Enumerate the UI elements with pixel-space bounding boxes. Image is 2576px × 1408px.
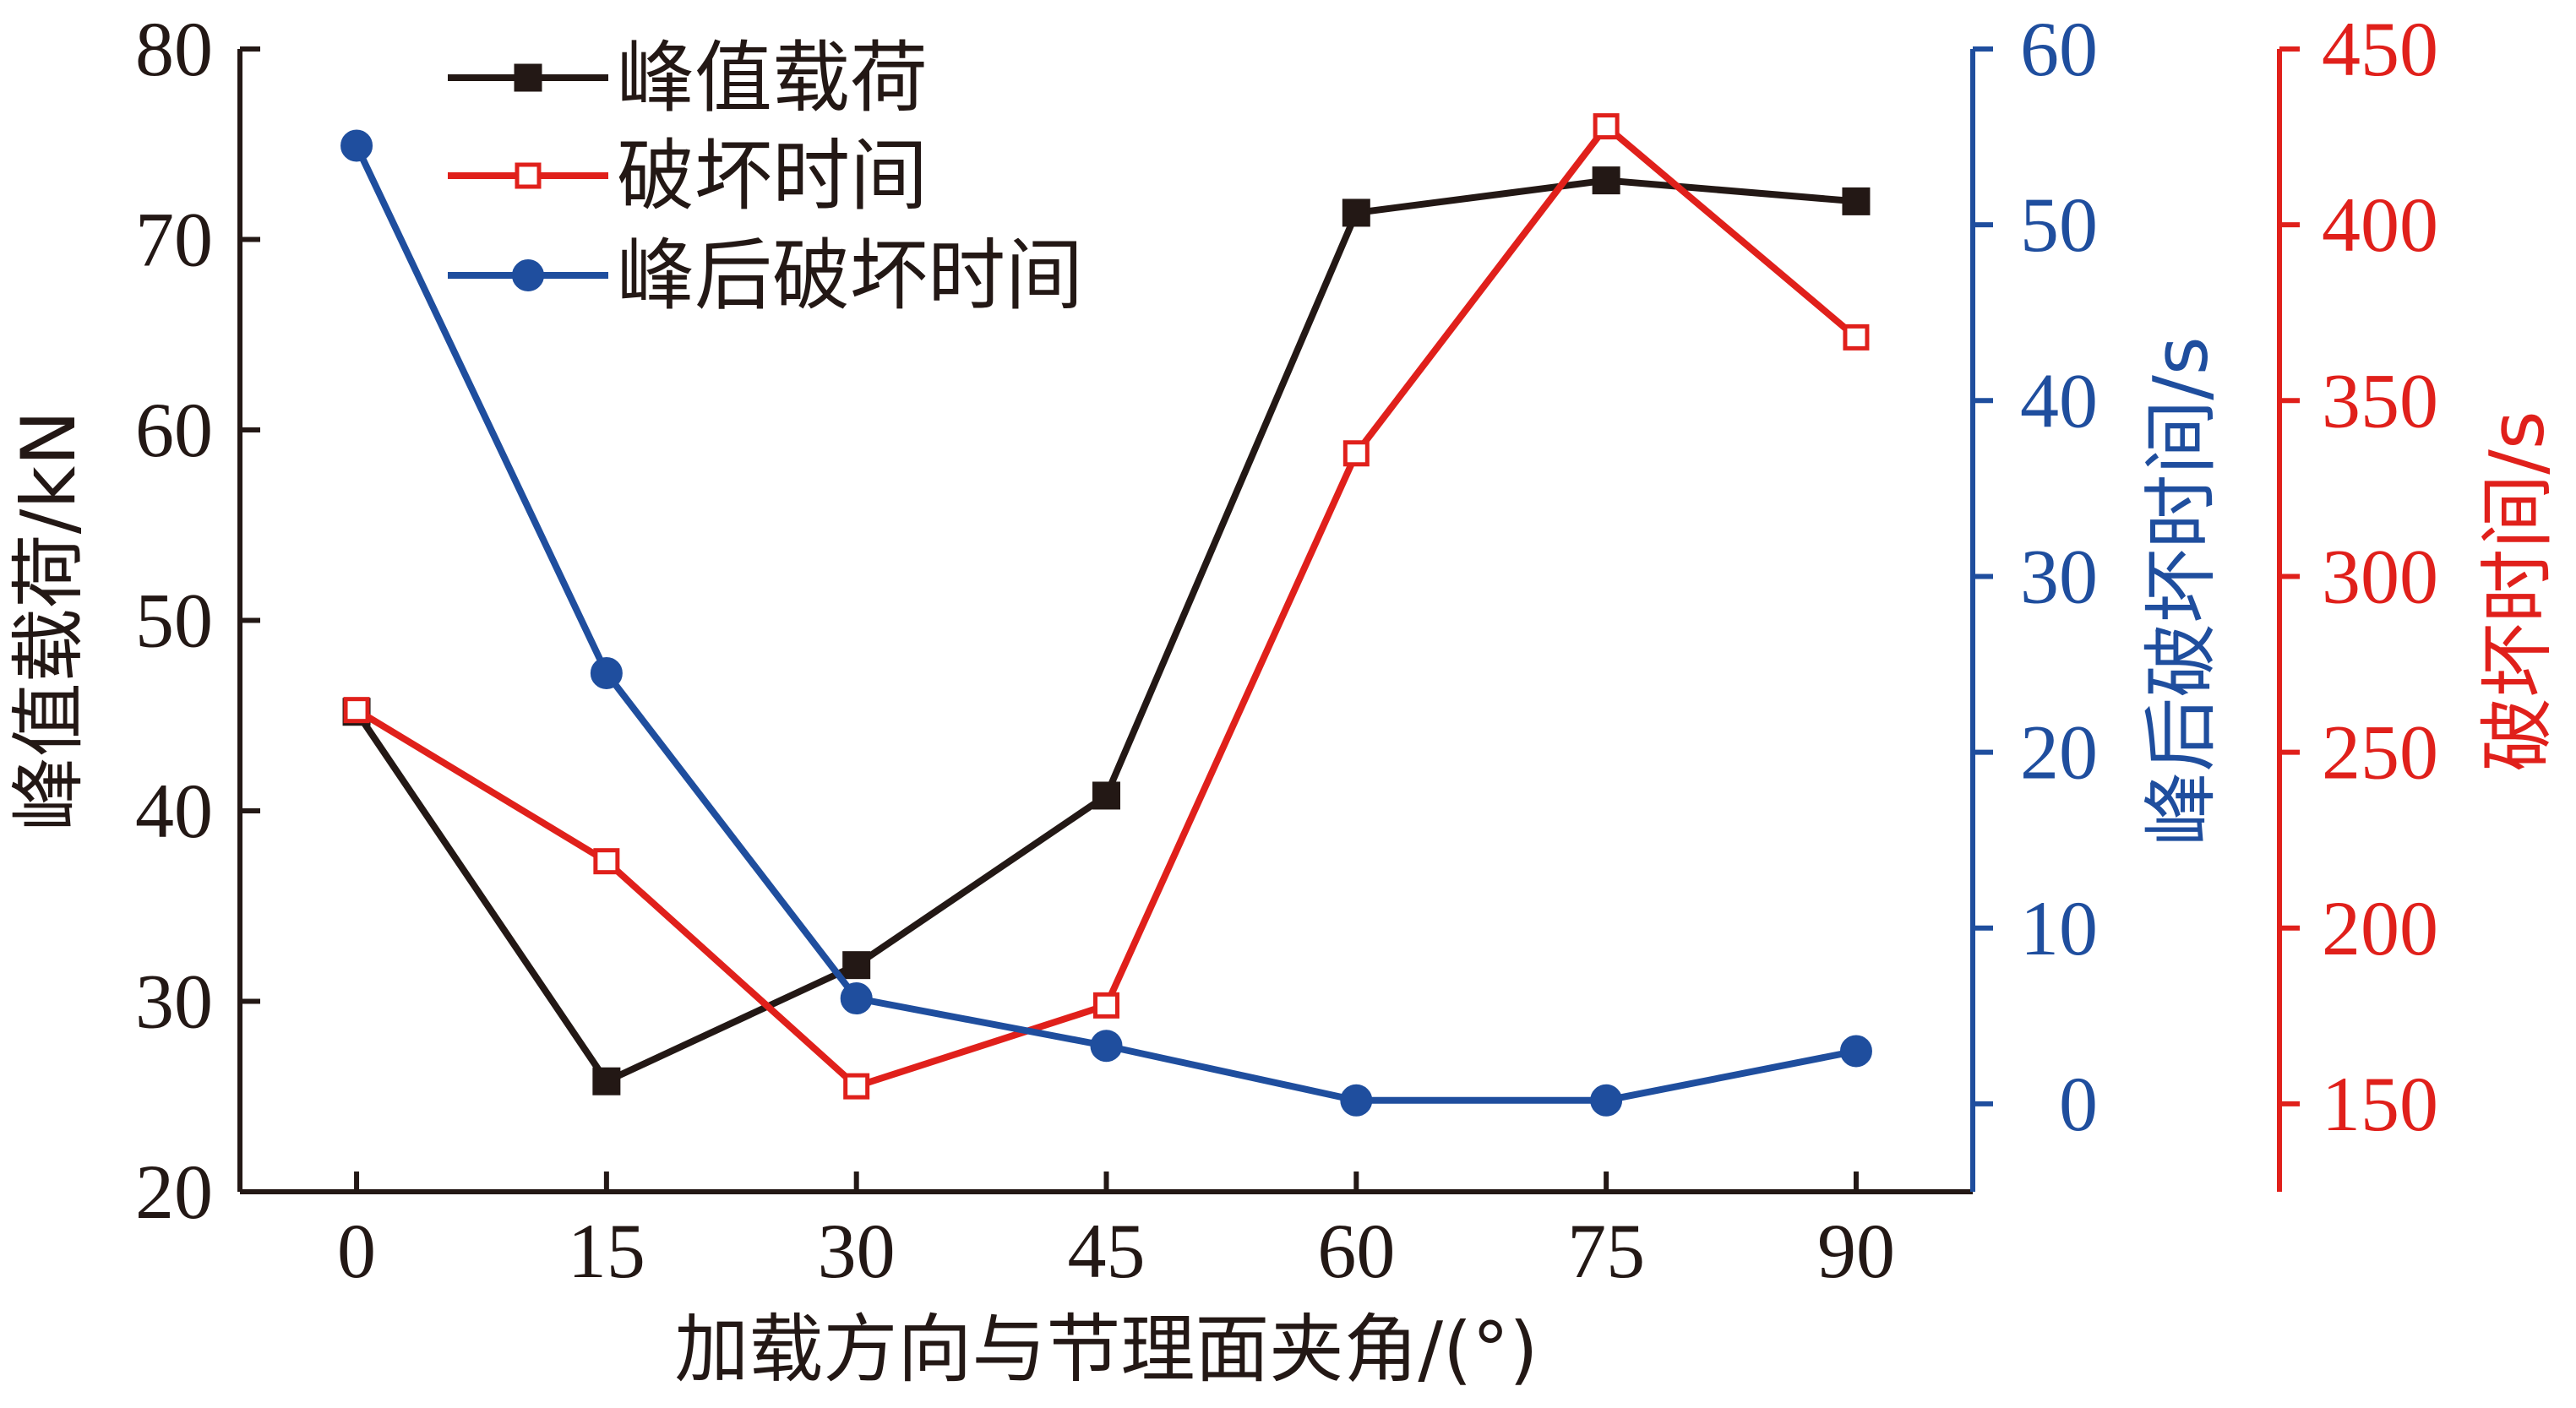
- series-0: [342, 166, 1871, 1095]
- right2-tick-label: 300: [2322, 533, 2438, 619]
- series-line: [354, 121, 1859, 1090]
- left-axis-label: 峰值载荷/kN: [5, 410, 92, 831]
- x-tick-label: 30: [818, 1208, 896, 1294]
- x-tick-label: 60: [1317, 1208, 1395, 1294]
- left-tick-label: 80: [135, 6, 213, 92]
- axes-layer: 0 15 30 45 60 75 90 20 30 40 50 60 70 80 0 10 20 30 40 50 60…: [5, 6, 2561, 1393]
- data-point: [1590, 1084, 1623, 1117]
- x-tick-label: 15: [568, 1208, 645, 1294]
- right1-tick-label: 50: [2020, 182, 2098, 268]
- legend-swatch-marker: [514, 63, 542, 92]
- x-tick-label: 90: [1817, 1208, 1895, 1294]
- left-tick-label: 40: [135, 768, 213, 854]
- data-point: [1839, 1035, 1872, 1068]
- data-point: [842, 951, 871, 980]
- left-tick-label: 30: [135, 959, 213, 1045]
- legend-swatch-marker: [515, 162, 542, 189]
- right1-tick-label: 10: [2020, 885, 2098, 971]
- left-tick-label: 20: [135, 1149, 213, 1235]
- data-point: [843, 1073, 870, 1100]
- x-axis-label: 加载方向与节理面夹角/(°): [674, 1306, 1538, 1393]
- right2-tick-label: 150: [2322, 1061, 2438, 1147]
- legend-item: 峰值载荷: [448, 33, 928, 123]
- data-point: [1842, 187, 1871, 215]
- data-point: [1342, 440, 1370, 467]
- x-tick-label: 45: [1068, 1208, 1146, 1294]
- right1-tick-label: 20: [2020, 709, 2098, 796]
- data-point: [840, 982, 873, 1015]
- data-point: [1090, 1030, 1123, 1063]
- legend-label: 峰值载荷: [617, 33, 928, 123]
- data-point: [343, 697, 370, 724]
- data-point: [1340, 1084, 1373, 1117]
- left-tick-label: 50: [135, 578, 213, 664]
- data-point: [1342, 198, 1370, 227]
- right1-tick-label: 30: [2020, 533, 2098, 619]
- right2-tick-label: 250: [2322, 709, 2438, 796]
- right2-tick-label: 350: [2322, 357, 2438, 443]
- series-line: [353, 144, 1857, 1104]
- right1-tick-label: 60: [2020, 6, 2098, 92]
- legend-label: 峰后破坏时间: [617, 231, 1083, 321]
- data-point: [592, 1067, 621, 1095]
- right2-tick-label: 450: [2322, 6, 2438, 92]
- series-1: [343, 113, 1870, 1100]
- right2-tick-label: 400: [2322, 182, 2438, 268]
- legend-swatch-marker: [512, 259, 544, 291]
- data-point: [1092, 781, 1120, 810]
- right1-tick-label: 40: [2020, 357, 2098, 443]
- right2-tick-label: 200: [2322, 885, 2438, 971]
- series-2: [340, 129, 1872, 1117]
- x-tick-label: 75: [1567, 1208, 1645, 1294]
- legend-item: 峰后破坏时间: [448, 231, 1083, 321]
- right2-axis-label: 破坏时间/s: [2474, 410, 2561, 772]
- right1-tick-label: 0: [2059, 1061, 2098, 1147]
- left-tick-label: 60: [135, 387, 213, 473]
- series-line: [353, 177, 1857, 1086]
- data-point: [340, 129, 373, 162]
- legend-label: 破坏时间: [617, 131, 928, 221]
- data-point: [1843, 323, 1870, 351]
- data-point: [590, 656, 623, 689]
- left-tick-label: 70: [135, 197, 213, 283]
- data-point: [1593, 113, 1620, 140]
- legend-item: 破坏时间: [448, 131, 928, 221]
- data-point: [1093, 992, 1119, 1019]
- data-point: [1592, 166, 1620, 195]
- series-layer: [340, 113, 1872, 1117]
- x-tick-label: 0: [337, 1208, 376, 1294]
- right1-axis-label: 峰后破坏时间/s: [2138, 336, 2225, 846]
- data-point: [593, 848, 620, 875]
